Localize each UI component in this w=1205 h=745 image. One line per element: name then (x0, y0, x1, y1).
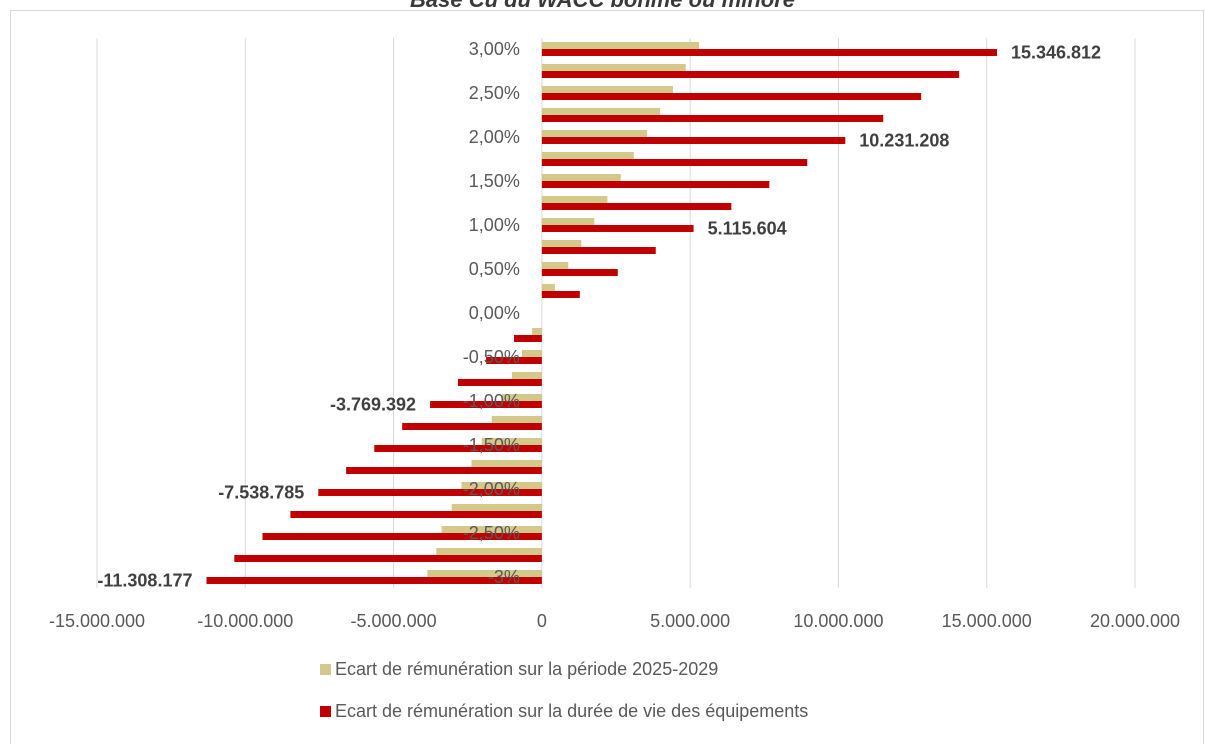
bar-s0-9 (541, 240, 582, 247)
category-label-12: 0,00% (469, 303, 520, 323)
bar-s1-7 (541, 203, 732, 210)
chart-frame (10, 10, 1204, 744)
category-label-0: 3,00% (469, 39, 520, 59)
category-label-10: 0,50% (469, 259, 520, 279)
bar-s1-17 (402, 423, 542, 430)
bar-s1-23 (234, 555, 542, 562)
bar-s0-19 (471, 460, 542, 467)
x-tick-label-6: 15.000.000 (942, 611, 1032, 631)
x-tick-label-0: -15.000.000 (49, 611, 145, 631)
bar-s1-20 (318, 489, 542, 496)
bar-s0-8 (541, 218, 595, 225)
bar-series (206, 42, 997, 584)
bar-s0-21 (451, 504, 542, 511)
x-tick-label-2: -5.000.000 (351, 611, 437, 631)
category-label-24: -3% (488, 567, 520, 587)
bar-s1-4 (541, 137, 846, 144)
bar-s0-2 (541, 86, 673, 93)
category-label-18: -1,50% (463, 435, 520, 455)
category-label-2: 2,50% (469, 83, 520, 103)
category-label-4: 2,00% (469, 127, 520, 147)
bar-s0-16 (501, 394, 542, 401)
bar-s0-22 (441, 526, 542, 533)
data-label-1: 10.231.208 (859, 131, 949, 151)
legend-label-lifetime: Ecart de rémunération sur la durée de vi… (335, 700, 809, 721)
bar-s0-23 (436, 548, 542, 555)
bar-s1-0 (541, 49, 997, 56)
bar-s1-6 (541, 181, 770, 188)
data-label-2: 5.115.604 (708, 219, 787, 239)
bar-s1-16 (430, 401, 542, 408)
bar-s0-20 (461, 482, 542, 489)
bar-s0-13 (532, 328, 542, 335)
bar-s0-17 (491, 416, 542, 423)
bar-s1-18 (374, 445, 542, 452)
bar-s1-10 (541, 269, 618, 276)
bar-s1-13 (513, 335, 542, 342)
bar-s0-5 (541, 152, 634, 159)
category-label-22: -2,50% (463, 523, 520, 543)
x-tick-label-5: 10.000.000 (793, 611, 883, 631)
value-axis-labels: -15.000.000 -10.000.000 -5.000.000 0 5.000.0… (49, 611, 1180, 631)
bar-s0-4 (541, 130, 648, 137)
bar-s0-14 (521, 350, 542, 357)
bar-s1-11 (541, 291, 580, 298)
bar-s1-19 (346, 467, 542, 474)
category-label-8: 1,00% (469, 215, 520, 235)
bar-s1-21 (290, 511, 542, 518)
legend: Ecart de rémunération sur la période 202… (320, 656, 808, 740)
category-label-16: -1,00% (463, 391, 520, 411)
bar-s1-2 (541, 93, 922, 100)
gridlines (96, 38, 1136, 588)
bar-s0-0 (541, 42, 700, 49)
bar-s0-24 (427, 570, 542, 577)
data-labels: 15.346.812 10.231.208 5.115.604 -3.769.392 -… (97, 43, 1101, 591)
legend-item-period: Ecart de rémunération sur la période 202… (320, 656, 808, 682)
bar-s0-1 (541, 64, 686, 71)
bar-s1-22 (262, 533, 542, 540)
category-label-14: -0,50% (463, 347, 520, 367)
data-label-4: -7.538.785 (218, 483, 304, 503)
category-label-6: 1,50% (469, 171, 520, 191)
bar-s0-18 (481, 438, 542, 445)
bar-s0-7 (541, 196, 608, 203)
x-tick-label-7: 20.000.000 (1090, 611, 1180, 631)
data-label-5: -11.308.177 (97, 571, 192, 591)
bar-s1-5 (541, 159, 808, 166)
legend-label-period: Ecart de rémunération sur la période 202… (335, 658, 719, 679)
category-label-20: -2,00% (463, 479, 520, 499)
bar-s0-3 (541, 108, 661, 115)
bar-s1-24 (206, 577, 542, 584)
legend-swatch-lifetime (320, 705, 331, 717)
bar-s1-3 (541, 115, 884, 122)
legend-swatch-period (320, 663, 331, 675)
x-tick-label-4: 5.000.000 (650, 611, 730, 631)
bar-s1-1 (541, 71, 960, 78)
chart-title: Base Cu du WACC bonifié ou minoré (0, 0, 1205, 14)
legend-item-lifetime: Ecart de rémunération sur la durée de vi… (320, 698, 808, 724)
bar-s0-15 (511, 372, 542, 379)
data-label-0: 15.346.812 (1011, 43, 1101, 63)
bar-s0-11 (541, 284, 555, 291)
bar-s1-15 (457, 379, 542, 386)
x-tick-label-1: -10.000.000 (197, 611, 293, 631)
bar-s1-9 (541, 247, 656, 254)
bar-s1-8 (541, 225, 694, 232)
category-axis-labels: 3,00% 2,50% 2,00% 1,50% 1,00% 0,50% 0,00% -0,50… (463, 39, 520, 587)
bar-chart: 3,00% 2,50% 2,00% 1,50% 1,00% 0,50% 0,00% -0,50… (49, 38, 1180, 631)
data-label-3: -3.769.392 (330, 395, 416, 415)
bar-s0-6 (541, 174, 621, 181)
x-tick-label-3: 0 (537, 611, 547, 631)
bar-s0-10 (541, 262, 569, 269)
bar-s1-14 (486, 357, 542, 364)
